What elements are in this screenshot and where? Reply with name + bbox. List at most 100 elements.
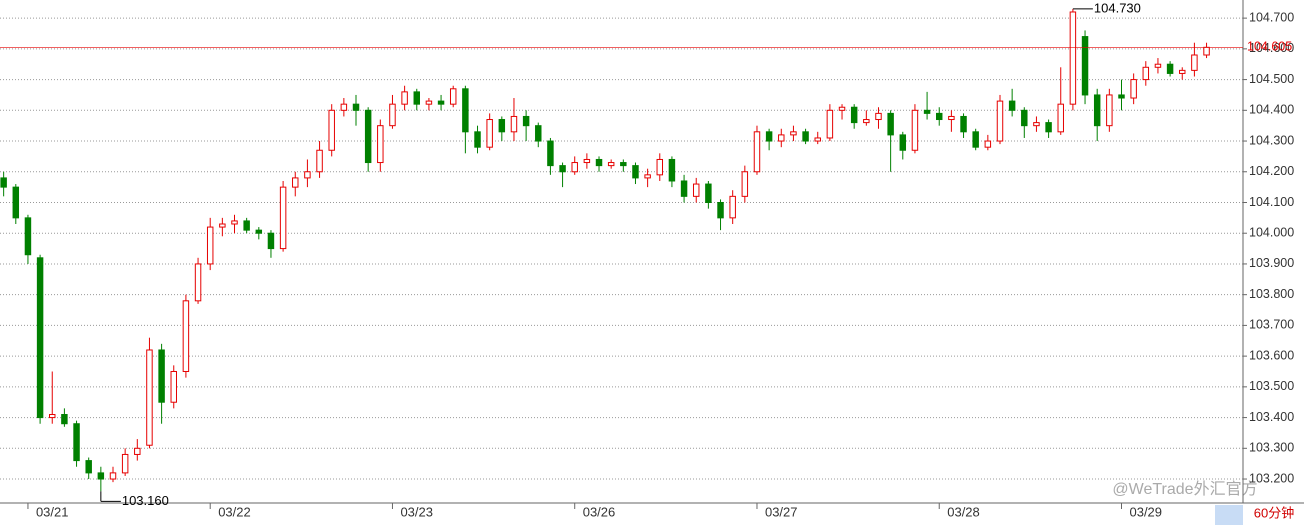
candle-body — [462, 88, 469, 133]
candle-body — [547, 140, 554, 167]
candle-body — [535, 125, 542, 142]
candle-body — [389, 103, 396, 127]
y-tick-label: 103.200 — [1249, 471, 1294, 485]
x-tick-label: 03/26 — [583, 504, 616, 519]
candle-body — [522, 115, 530, 127]
candle-body — [814, 137, 821, 142]
candle-body — [170, 370, 177, 403]
candle-body — [0, 177, 7, 188]
candle-body — [474, 131, 481, 148]
annotation-label: 103.160 — [122, 493, 169, 508]
candle-body — [705, 183, 712, 203]
candle-body — [559, 165, 566, 173]
candle-body — [1057, 103, 1064, 133]
candle-body — [765, 131, 773, 142]
candle-body — [790, 131, 797, 136]
y-tick-label: 104.600 — [1249, 41, 1294, 55]
y-tick-label: 104.400 — [1249, 103, 1294, 117]
candle-body — [1191, 54, 1198, 71]
candle-body — [85, 460, 92, 474]
candle-body — [1118, 94, 1125, 99]
candle-body — [632, 165, 639, 179]
candle-body — [656, 158, 664, 176]
candle-body — [12, 186, 20, 219]
candle-body — [352, 103, 360, 111]
candle-body — [680, 180, 688, 197]
candle-body — [887, 112, 894, 136]
candle-body — [243, 220, 250, 231]
candle-body — [49, 414, 56, 419]
x-tick-label: 03/21 — [36, 504, 69, 519]
candle-body — [571, 162, 578, 173]
candle-body — [109, 472, 117, 480]
candle-body — [121, 453, 129, 474]
candle-body — [364, 109, 372, 164]
candle-body — [134, 447, 141, 455]
candle-body — [146, 349, 153, 446]
candle-body — [923, 109, 931, 114]
candle-body — [292, 177, 299, 188]
candle-body — [850, 106, 858, 124]
candle-body — [838, 106, 846, 111]
candle-body — [1179, 69, 1186, 74]
candle-body — [1081, 36, 1089, 96]
candle-body — [498, 119, 506, 133]
candle-body — [863, 119, 870, 124]
scroll-box — [1215, 505, 1243, 525]
candle-body — [996, 100, 1004, 142]
y-tick-label: 104.700 — [1249, 10, 1294, 24]
candle-body — [437, 100, 445, 105]
candle-body — [158, 349, 165, 403]
candle-body — [729, 195, 736, 219]
candle-body — [97, 472, 105, 480]
candle-body — [316, 149, 323, 173]
x-tick-label: 03/22 — [218, 504, 251, 519]
candle-body — [24, 217, 32, 256]
candle-body — [1069, 11, 1077, 105]
candle-body — [219, 223, 226, 228]
candle-body — [778, 134, 785, 142]
candle-body — [802, 131, 809, 142]
candle-body — [267, 232, 275, 250]
candle-body — [340, 103, 348, 111]
candle-body — [717, 201, 724, 219]
candle-body — [413, 91, 420, 105]
candle-body — [328, 109, 335, 151]
candle-body — [972, 131, 979, 148]
candle-body — [960, 115, 967, 133]
candle-body — [1033, 122, 1040, 127]
candle-body — [1045, 122, 1052, 133]
candle-body — [1021, 109, 1028, 127]
candle-body — [826, 109, 834, 139]
candle-body — [1154, 63, 1162, 68]
candle-body — [255, 229, 263, 234]
candle-body — [231, 220, 238, 225]
y-tick-label: 104.300 — [1249, 133, 1294, 147]
candle-body — [401, 91, 408, 105]
x-tick-label: 03/28 — [947, 504, 980, 519]
x-tick-label: 03/27 — [765, 504, 798, 519]
candle-body — [73, 423, 80, 462]
y-tick-label: 104.000 — [1249, 226, 1294, 240]
candle-body — [899, 134, 907, 151]
watermark: @WeTrade外汇官方 — [1112, 480, 1257, 498]
candle-body — [486, 119, 493, 148]
candle-body — [425, 100, 433, 105]
candle-body — [194, 263, 202, 302]
candle-body — [449, 88, 457, 105]
y-tick-label: 103.400 — [1249, 410, 1294, 424]
candle-body — [1093, 94, 1101, 127]
candle-body — [1008, 100, 1016, 111]
candle-body — [279, 186, 287, 250]
y-tick-label: 103.800 — [1249, 287, 1294, 301]
candle-body — [741, 171, 749, 197]
candle-body — [948, 115, 955, 121]
candle-body — [206, 226, 214, 265]
candle-body — [1142, 66, 1150, 81]
x-tick-label: 03/29 — [1129, 504, 1162, 519]
y-tick-label: 104.100 — [1249, 195, 1294, 209]
y-tick-label: 104.500 — [1249, 72, 1294, 86]
candle-body — [182, 300, 190, 372]
